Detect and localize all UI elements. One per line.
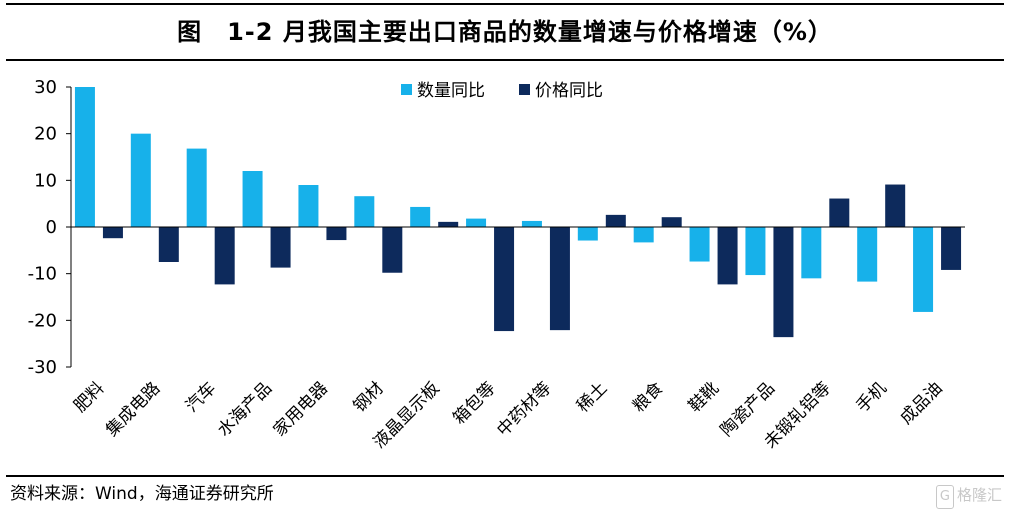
watermark-logo: G: [935, 485, 954, 509]
y-tick-label: -30: [28, 357, 57, 378]
y-tick-label: 20: [34, 124, 57, 145]
title-rule: [6, 59, 1004, 61]
bar-price-7: [438, 221, 459, 227]
bar-quantity-3: [186, 148, 207, 227]
bar-price-1: [102, 227, 123, 239]
x-category-label: 粮食: [629, 378, 667, 416]
y-tick-label: -20: [28, 310, 57, 331]
legend-swatch-2: [519, 84, 530, 95]
bottom-rule: [6, 475, 1004, 477]
bar-quantity-6: [354, 196, 375, 227]
legend: 数量同比 价格同比: [401, 81, 603, 101]
bar-price-13: [773, 227, 794, 338]
x-category-label: 稀土: [573, 378, 611, 416]
legend-label-2: 价格同比: [535, 81, 603, 101]
bar-quantity-15: [857, 227, 878, 282]
x-category-label: 手机: [853, 378, 891, 416]
legend-label-1: 数量同比: [417, 81, 485, 101]
bar-quantity-14: [801, 227, 822, 279]
bar-quantity-9: [521, 220, 542, 227]
bar-quantity-11: [633, 227, 654, 243]
y-tick-label: 10: [34, 170, 57, 191]
bar-price-5: [326, 227, 347, 241]
bar-price-16: [941, 227, 962, 270]
bar-price-4: [270, 227, 291, 268]
bar-price-9: [549, 227, 570, 331]
figure-title: 图 1-2 月我国主要出口商品的数量增速与价格增速（%）: [177, 18, 833, 46]
bar-quantity-7: [410, 206, 431, 227]
bar-chart: 3020100-10-20-30肥料集成电路 汽车水海产品家用电器 钢材液晶显示板箱…: [28, 77, 965, 453]
bar-price-12: [717, 227, 738, 285]
y-tick-label: 30: [34, 77, 57, 98]
y-tick-label: -10: [28, 264, 57, 285]
x-category-label: 中药材等: [493, 378, 555, 440]
bar-price-6: [382, 227, 403, 273]
bar-quantity-8: [466, 218, 487, 227]
x-category-label: 水海产品: [214, 378, 276, 440]
watermark: G 格隆汇: [935, 484, 1002, 509]
bar-price-10: [605, 214, 626, 227]
legend-swatch-1: [401, 84, 412, 95]
bar-price-8: [494, 227, 515, 332]
bar-price-2: [158, 227, 179, 262]
top-rule: [6, 3, 1004, 5]
bar-quantity-2: [130, 133, 151, 227]
y-tick-label: 0: [46, 217, 57, 238]
bar-price-3: [214, 227, 235, 285]
x-category-label: 箱包等: [449, 378, 499, 428]
x-category-label: 肥料: [70, 378, 108, 416]
bar-quantity-5: [298, 185, 319, 227]
x-category-label: 钢材: [350, 378, 388, 416]
x-category-label: 汽车: [182, 378, 220, 416]
bar-quantity-13: [745, 227, 766, 276]
x-category-label: 鞋靴: [685, 378, 723, 416]
bar-price-15: [885, 184, 906, 227]
watermark-text: 格隆汇: [956, 486, 1002, 504]
x-category-label: 集成电路: [102, 378, 164, 440]
bar-quantity-4: [242, 171, 263, 227]
bar-quantity-12: [689, 227, 710, 262]
bar-quantity-10: [577, 227, 598, 241]
bar-quantity-1: [74, 87, 95, 227]
x-category-label: 成品油: [896, 378, 946, 428]
plot-area: 3020100-10-20-30肥料集成电路 汽车水海产品家用电器 钢材液晶显示板箱…: [28, 77, 965, 453]
bar-price-11: [661, 217, 682, 227]
bar-quantity-16: [913, 227, 934, 312]
bar-price-14: [829, 198, 850, 227]
x-category-label: 家用电器: [270, 378, 332, 440]
source-note: 资料来源：Wind，海通证券研究所: [10, 484, 274, 504]
